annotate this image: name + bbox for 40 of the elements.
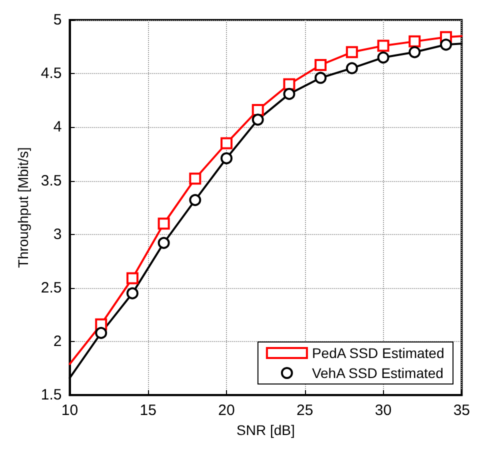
y-axis-title: Throughput [Mbit/s] xyxy=(15,147,31,268)
point xyxy=(283,88,296,100)
point xyxy=(283,78,296,90)
y-tick-label: 4 xyxy=(53,118,62,136)
x-tick-label: 20 xyxy=(218,402,235,420)
point xyxy=(220,152,233,164)
point xyxy=(252,104,264,116)
point xyxy=(377,52,390,64)
point xyxy=(377,40,390,52)
legend-label: VehA SSD Estimated xyxy=(312,365,444,381)
point xyxy=(314,59,327,72)
y-tick-label: 5 xyxy=(53,12,62,28)
point xyxy=(220,137,233,150)
point xyxy=(126,272,138,284)
point xyxy=(408,35,421,48)
legend-label: PedA SSD Estimated xyxy=(312,345,444,361)
y-tick-label: 1.5 xyxy=(40,386,62,404)
point xyxy=(95,326,108,339)
point xyxy=(158,236,170,249)
x-tick-label: 15 xyxy=(140,402,156,420)
point xyxy=(346,62,358,74)
point xyxy=(158,218,170,230)
y-tick-label: 2 xyxy=(53,333,62,350)
point xyxy=(314,72,327,84)
point xyxy=(252,114,264,126)
x-tick-label: 30 xyxy=(374,402,392,420)
y-tick-label: 3 xyxy=(53,226,62,243)
y-tick-label: 3.5 xyxy=(40,172,62,190)
point xyxy=(346,46,358,58)
point xyxy=(440,38,452,51)
x-tick-label: 25 xyxy=(296,402,314,420)
y-tick-label: 4.5 xyxy=(40,65,62,82)
x-tick-label: 10 xyxy=(61,402,78,420)
point xyxy=(189,194,202,206)
x-tick-label: 35 xyxy=(453,402,470,420)
point xyxy=(189,172,202,185)
point xyxy=(408,46,421,58)
point xyxy=(126,287,138,300)
y-tick-label: 2.5 xyxy=(40,279,62,296)
x-axis-title: SNR [dB] xyxy=(236,422,295,438)
